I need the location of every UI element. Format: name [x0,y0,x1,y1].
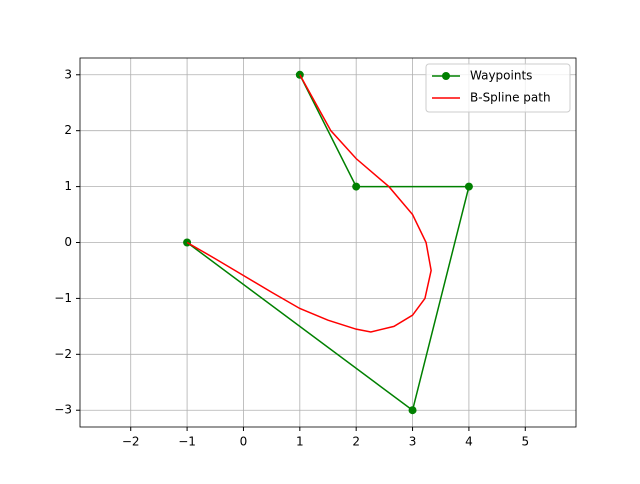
x-tick-label: 5 [521,435,529,449]
y-tick-label: −2 [54,347,72,361]
x-tick-label: 0 [240,435,248,449]
series-line [186,74,432,333]
x-tick-label: −2 [122,435,140,449]
legend-box [425,63,571,113]
legend-marker [442,72,450,80]
y-tick-label: −3 [54,403,72,417]
point [352,182,361,191]
plot-frame [79,57,577,428]
x-tick-label: 4 [465,435,473,449]
legend-label: B-Spline path [470,91,551,105]
legend-label: Waypoints [470,69,532,83]
x-tick-label: 2 [352,435,360,449]
point [408,406,417,415]
y-tick-label: 3 [64,67,72,81]
y-tick-label: 2 [64,123,72,137]
x-tick-label: 1 [296,435,304,449]
x-tick-label: 3 [409,435,417,449]
y-tick-label: 0 [64,235,72,249]
point [464,182,473,191]
y-tick-label: −1 [54,291,72,305]
x-tick-label: −1 [178,435,196,449]
y-tick-label: 1 [64,179,72,193]
